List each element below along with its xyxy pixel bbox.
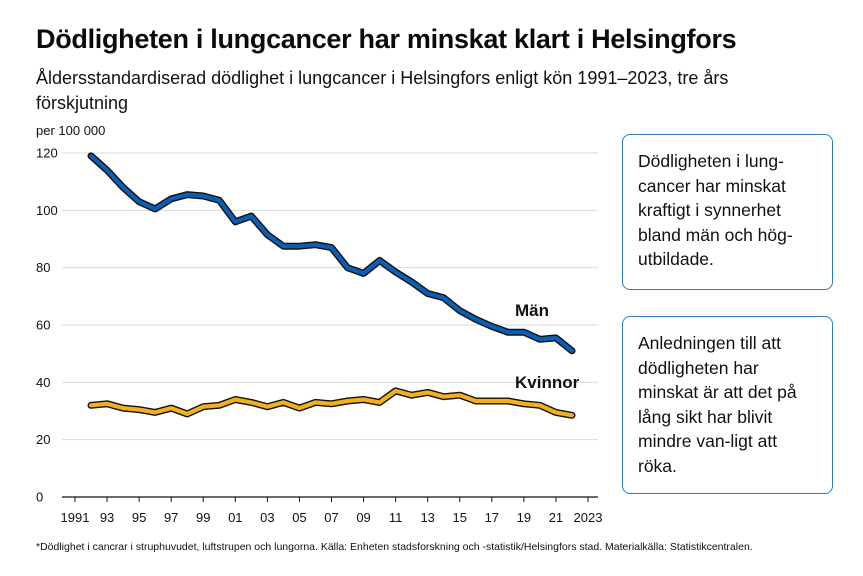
data-point-men-1997 [169,197,173,201]
x-tick-label-01: 01 [228,510,242,525]
data-point-women-1992 [89,403,93,407]
x-tick-label-07: 07 [324,510,338,525]
data-point-men-2021 [554,336,558,340]
data-point-men-2011 [393,270,397,274]
series-label-men: Män [515,301,549,320]
data-point-men-2022 [570,349,574,353]
data-point-men-2019 [522,330,526,334]
data-point-women-2010 [377,400,381,404]
data-point-women-1993 [105,402,109,406]
data-point-women-2001 [233,397,237,401]
data-point-men-2010 [377,258,381,262]
x-tick-label-1991: 1991 [61,510,90,525]
series-line-men [88,153,575,353]
data-point-women-2020 [538,403,542,407]
data-point-men-2009 [361,271,365,275]
data-point-women-2004 [281,400,285,404]
x-tick-label-97: 97 [164,510,178,525]
series-line-outline-men [87,152,576,355]
data-point-men-2014 [442,296,446,300]
data-point-women-2019 [522,402,526,406]
data-point-men-2013 [425,291,429,295]
y-tick-label-80: 80 [36,260,50,275]
chart-title: Dödligheten i lungcancer har minskat kla… [36,24,737,54]
data-point-men-2004 [281,244,285,248]
x-tick-label-17: 17 [485,510,499,525]
info-box-men-decline: Dödligheten i lung-cancer har minskat kr… [622,134,833,290]
x-tick-label-03: 03 [260,510,274,525]
data-point-women-2021 [554,410,558,414]
data-point-women-2006 [313,400,317,404]
data-point-men-2015 [458,308,462,312]
y-tick-label-120: 120 [36,146,58,161]
data-point-men-2000 [217,198,221,202]
data-point-men-1999 [201,194,205,198]
data-point-women-2008 [345,399,349,403]
data-point-women-2007 [329,402,333,406]
data-point-men-1992 [89,154,93,158]
y-axis-unit-label: per 100 000 [36,123,106,138]
data-point-women-1995 [137,407,141,411]
x-tick-label-11: 11 [389,510,403,525]
x-tick-label-95: 95 [132,510,146,525]
footnote-source: *Dödlighet i cancrar i struphuvudet, luf… [36,541,753,553]
data-point-women-1998 [185,412,189,416]
data-point-men-1993 [105,168,109,172]
info-box-smoking-reason: Anledningen till att dödligheten har min… [622,316,833,494]
data-point-men-2020 [538,337,542,341]
data-point-men-2005 [297,244,301,248]
y-tick-label-60: 60 [36,318,50,333]
y-tick-label-0: 0 [36,490,43,505]
y-tick-label-100: 100 [36,203,58,218]
data-point-women-1999 [201,405,205,409]
data-point-men-2001 [233,220,237,224]
x-tick-label-21: 21 [549,510,563,525]
data-point-men-2006 [313,243,317,247]
data-point-women-2000 [217,403,221,407]
x-tick-label-2023: 2023 [574,510,603,525]
data-point-men-1994 [121,185,125,189]
y-tick-label-40: 40 [36,375,50,390]
data-point-women-2014 [442,394,446,398]
x-tick-label-13: 13 [420,510,434,525]
x-tick-label-05: 05 [292,510,306,525]
x-tick-label-99: 99 [196,510,210,525]
data-point-women-2009 [361,397,365,401]
series-line-women [88,388,575,418]
data-point-women-2005 [297,406,301,410]
data-point-women-2017 [490,399,494,403]
data-point-women-1994 [121,406,125,410]
data-point-men-2018 [506,330,510,334]
data-point-women-1996 [153,410,157,414]
data-point-men-2017 [490,324,494,328]
y-tick-label-20: 20 [36,432,50,447]
data-point-men-2003 [265,233,269,237]
data-point-men-2016 [474,317,478,321]
data-point-men-2007 [329,245,333,249]
data-point-men-2002 [249,214,253,218]
data-point-women-2018 [506,399,510,403]
series-label-women: Kvinnor [515,373,580,392]
data-point-women-2011 [393,389,397,393]
data-point-women-2013 [425,390,429,394]
x-tick-label-93: 93 [100,510,114,525]
x-tick-label-15: 15 [453,510,467,525]
data-point-women-2015 [458,393,462,397]
data-point-men-2008 [345,265,349,269]
x-tick-label-09: 09 [356,510,370,525]
data-point-women-2016 [474,399,478,403]
data-point-men-1995 [137,200,141,204]
data-point-women-2003 [265,405,269,409]
data-point-women-2022 [570,413,574,417]
x-tick-label-19: 19 [517,510,531,525]
data-point-men-2012 [409,280,413,284]
data-point-women-1997 [169,406,173,410]
data-point-women-2012 [409,393,413,397]
data-point-men-1996 [153,207,157,211]
chart-subtitle: Åldersstandardiserad dödlighet i lungcan… [36,68,729,113]
data-point-women-2002 [249,400,253,404]
data-point-men-1998 [185,192,189,196]
